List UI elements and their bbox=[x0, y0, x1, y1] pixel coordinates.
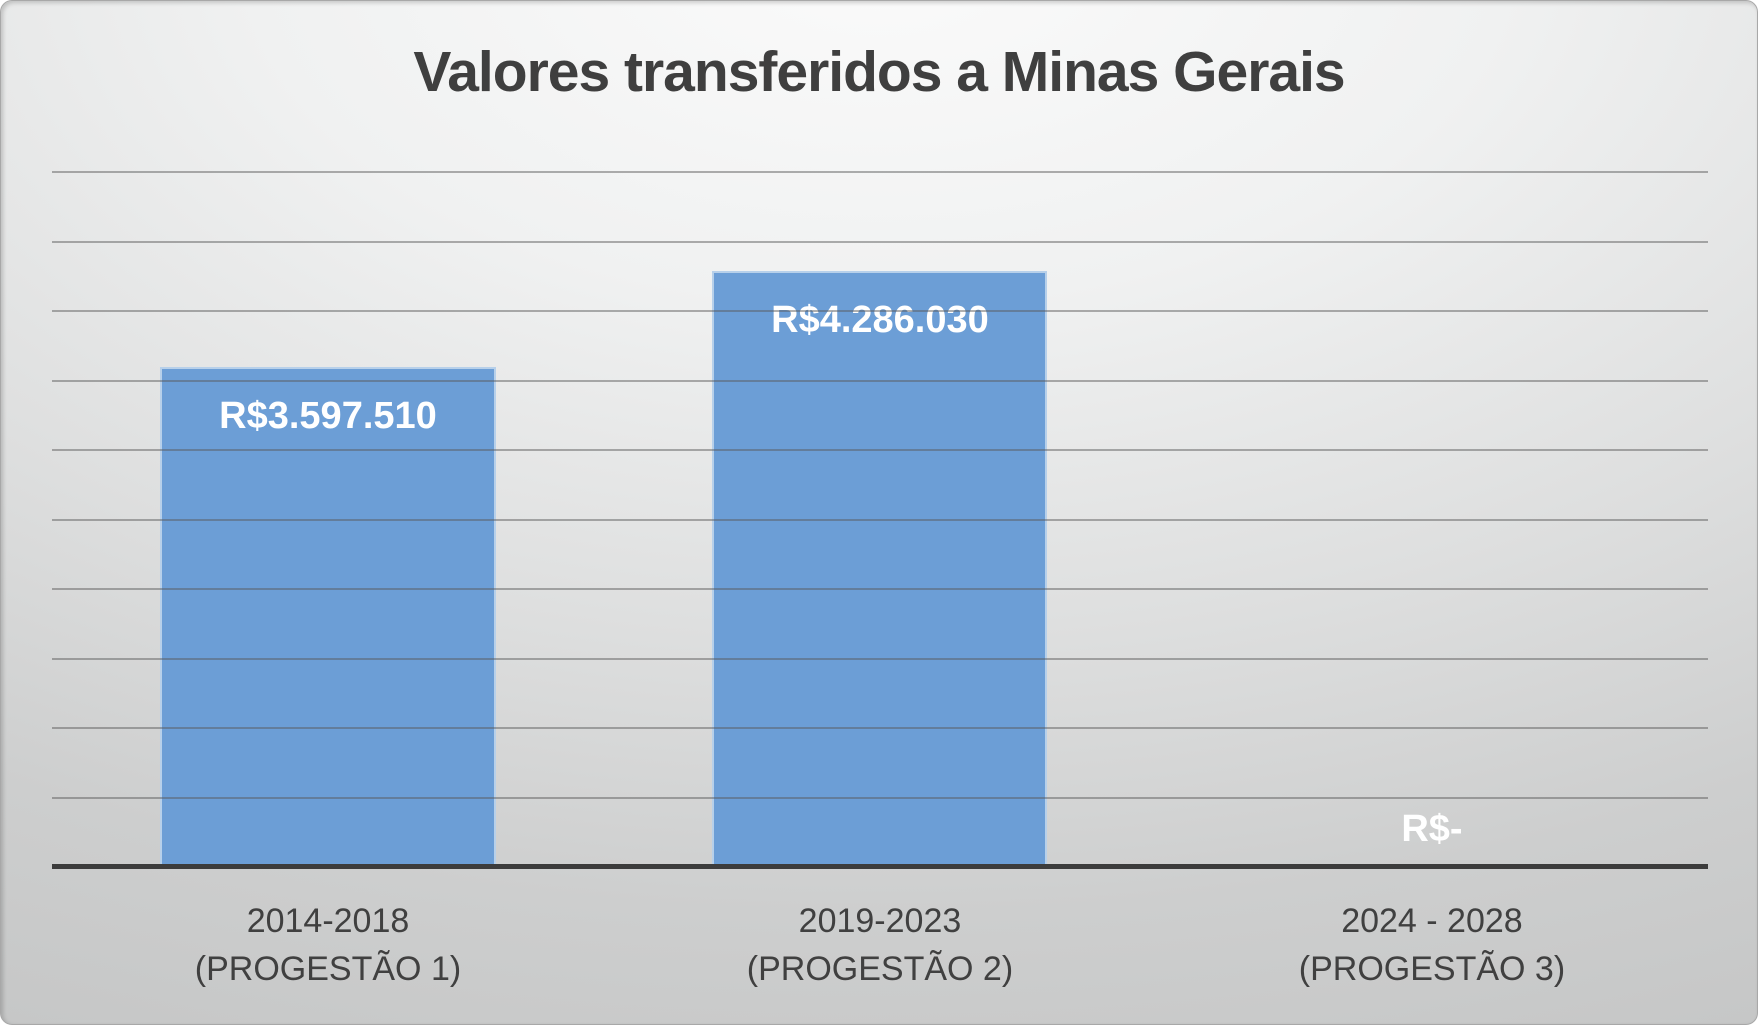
category-label: 2024 - 2028 (PROGESTÃO 3) bbox=[1156, 897, 1708, 993]
bar-data-label: R$3.597.510 bbox=[219, 394, 437, 437]
x-axis-line bbox=[52, 864, 1708, 869]
gridline bbox=[52, 379, 1708, 382]
category-label-line: 2019-2023 bbox=[798, 902, 962, 940]
category-label-line: 2024 - 2028 bbox=[1341, 902, 1523, 940]
chart-title: Valores transferidos a Minas Gerais bbox=[413, 40, 1345, 104]
bar-slot: R$4.286.030 bbox=[604, 172, 1156, 867]
bar-data-label: R$- bbox=[1401, 808, 1463, 850]
bar: R$3.597.510 bbox=[160, 366, 496, 867]
category-label: 2014-2018 (PROGESTÃO 1) bbox=[52, 897, 604, 993]
gridline bbox=[52, 240, 1708, 243]
category-label-line: (PROGESTÃO 2) bbox=[746, 950, 1014, 988]
category-label-line: (PROGESTÃO 1) bbox=[194, 950, 462, 988]
plot-area: R$3.597.510 R$4.286.030 R$- bbox=[52, 171, 1708, 869]
bar: R$4.286.030 bbox=[712, 271, 1048, 867]
gridline bbox=[52, 727, 1708, 729]
gridline bbox=[52, 518, 1708, 521]
gridline bbox=[52, 449, 1708, 451]
gridline bbox=[52, 796, 1708, 799]
gridline bbox=[52, 588, 1708, 590]
bar-slot: R$3.597.510 bbox=[52, 172, 604, 867]
gridline bbox=[52, 657, 1708, 660]
bar-slot: R$- bbox=[1156, 172, 1708, 867]
gridline bbox=[52, 310, 1708, 312]
category-label: 2019-2023 (PROGESTÃO 2) bbox=[604, 897, 1156, 993]
gridline bbox=[52, 171, 1708, 173]
category-label-line: 2014-2018 bbox=[246, 902, 410, 940]
category-label-line: (PROGESTÃO 3) bbox=[1298, 950, 1566, 988]
bar-data-label: R$4.286.030 bbox=[771, 299, 989, 342]
x-axis-labels: 2014-2018 (PROGESTÃO 1) 2019-2023 (PROGESTÃ… bbox=[52, 897, 1708, 993]
